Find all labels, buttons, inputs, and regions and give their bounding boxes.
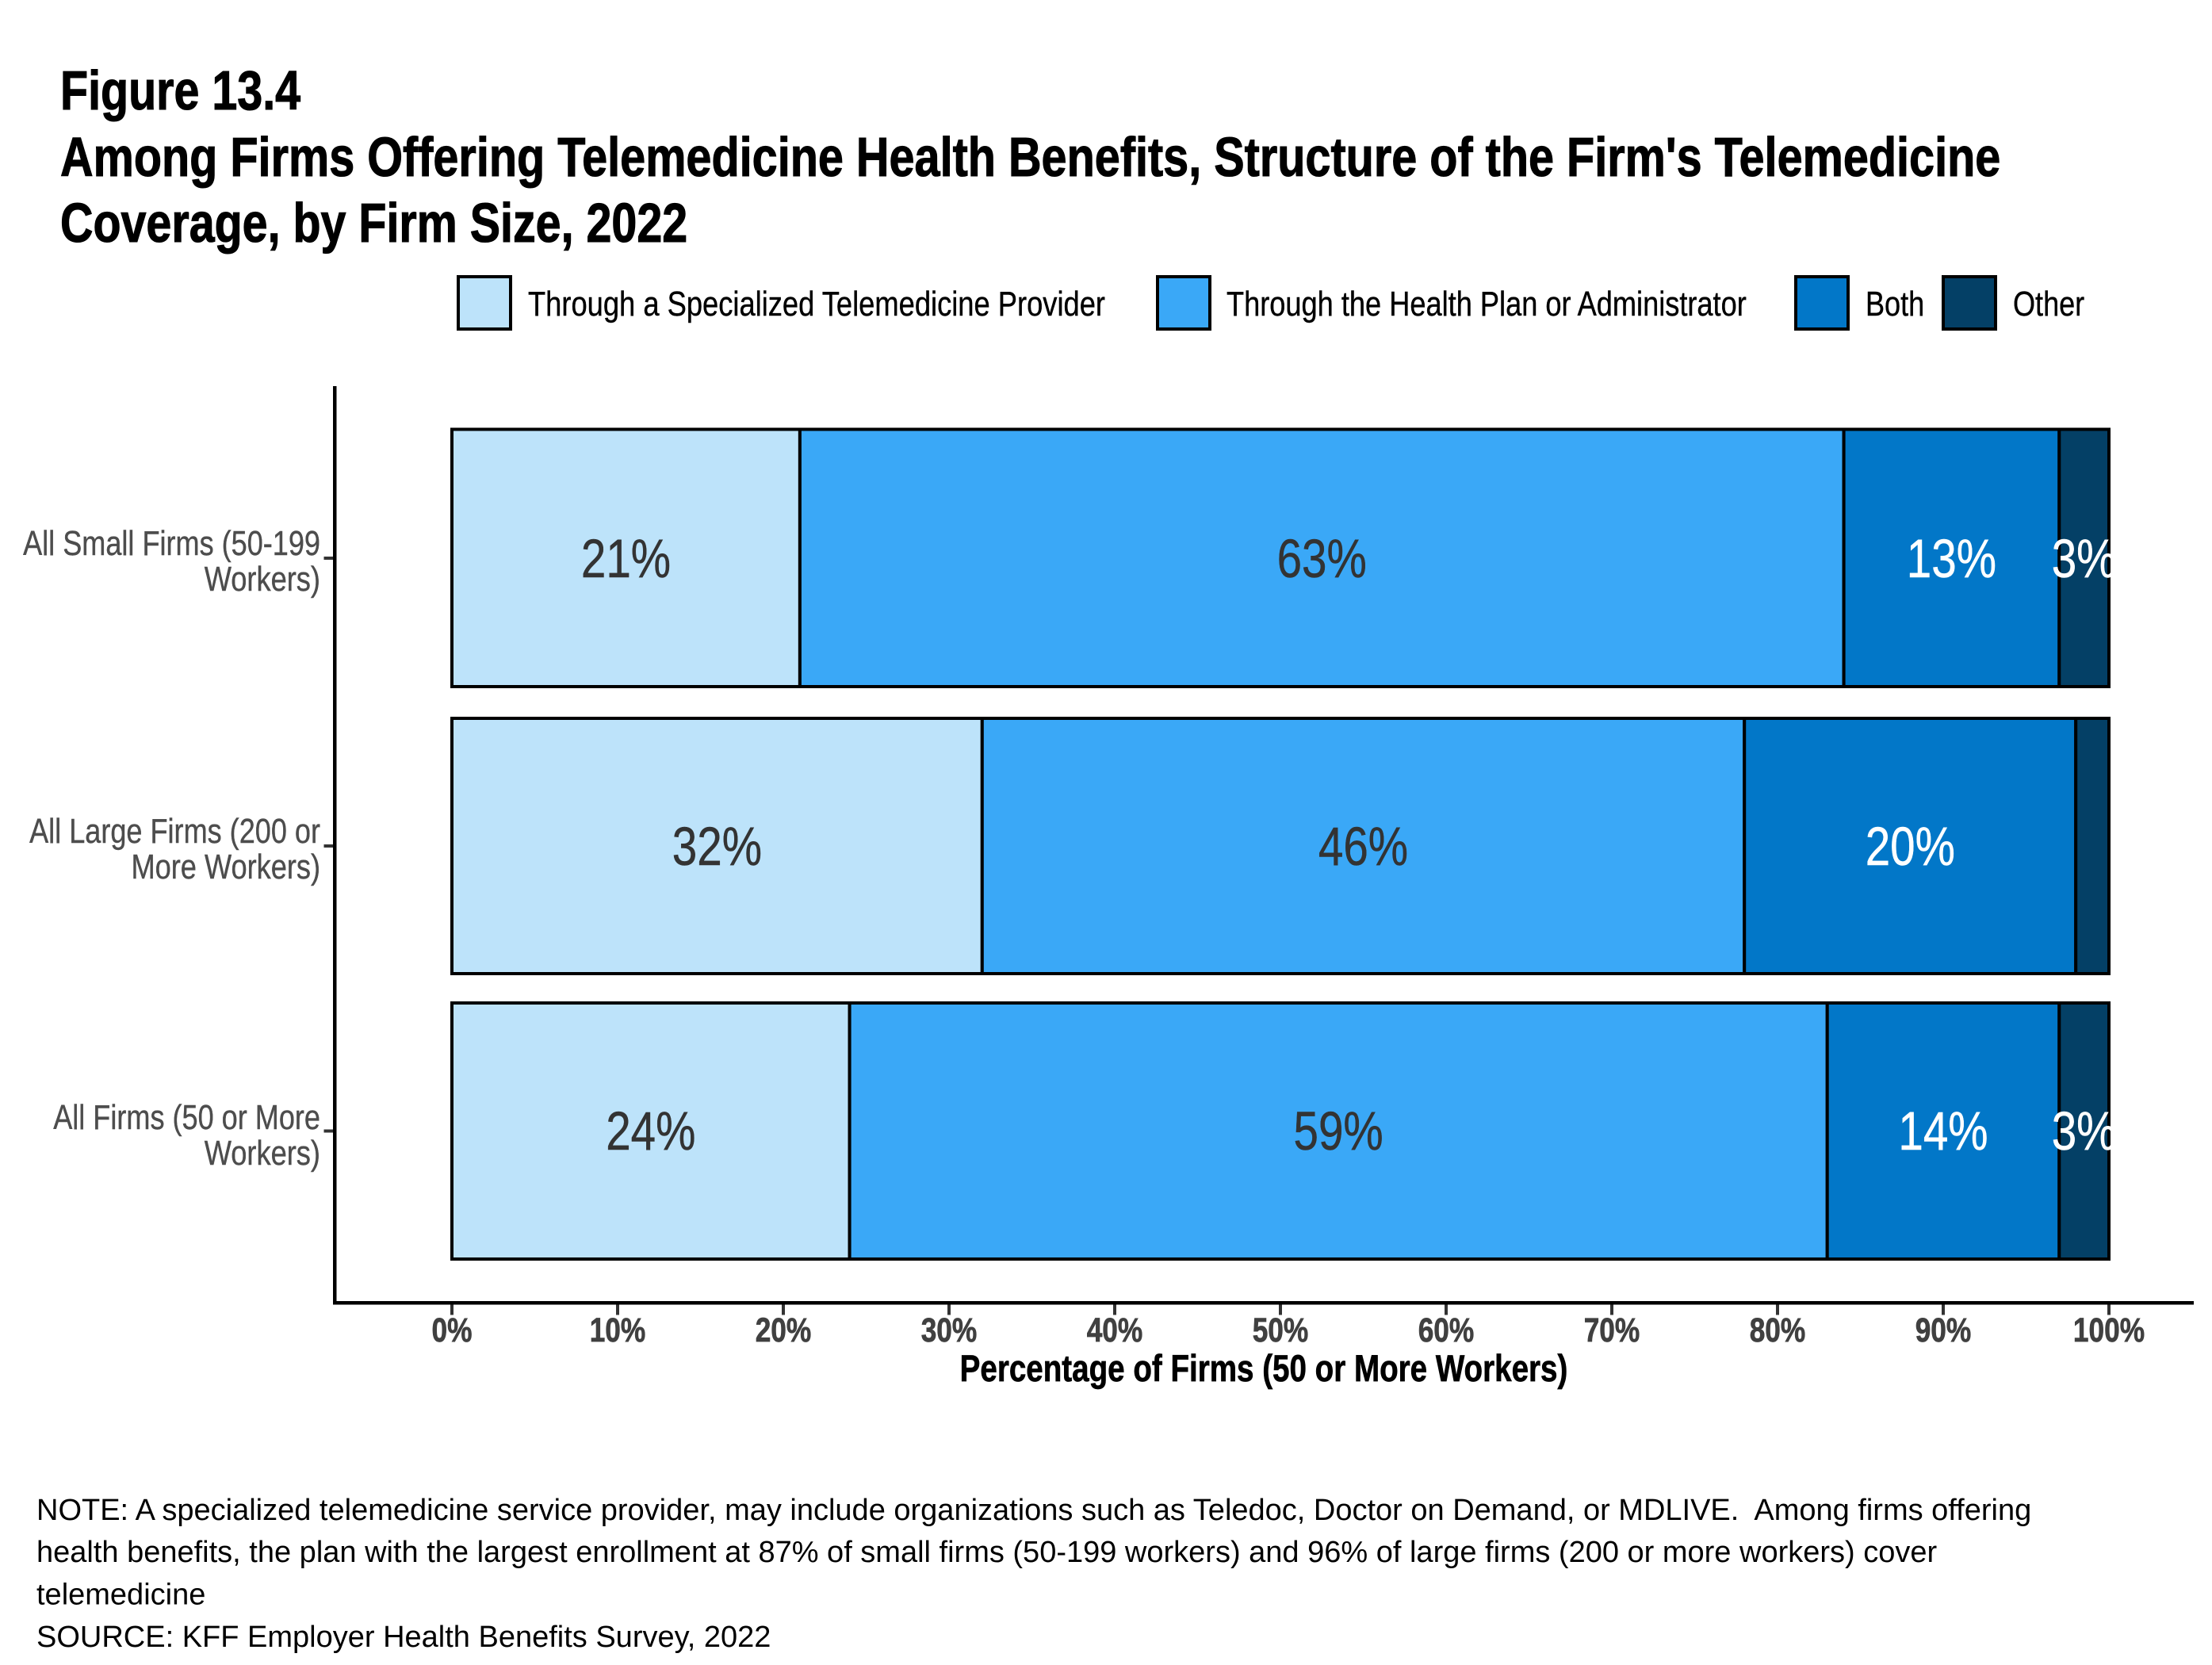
svg-text:63%: 63% bbox=[1277, 528, 1367, 589]
svg-text:SOURCE: KFF Employer Health Be: SOURCE: KFF Employer Health Benefits Sur… bbox=[36, 1621, 771, 1654]
svg-text:Workers): Workers) bbox=[205, 1134, 320, 1173]
svg-text:Through the Health Plan or Adm: Through the Health Plan or Administrator bbox=[1227, 285, 1747, 323]
svg-text:0%: 0% bbox=[432, 1311, 473, 1349]
svg-text:59%: 59% bbox=[1294, 1100, 1383, 1162]
svg-text:100%: 100% bbox=[2073, 1311, 2145, 1349]
svg-text:Other: Other bbox=[2013, 285, 2084, 323]
svg-text:24%: 24% bbox=[606, 1100, 695, 1162]
svg-text:Percentage of Firms (50 or Mor: Percentage of Firms (50 or More Workers) bbox=[960, 1347, 1568, 1389]
svg-text:90%: 90% bbox=[1915, 1311, 1972, 1349]
svg-text:Coverage, by Firm Size, 2022: Coverage, by Firm Size, 2022 bbox=[60, 192, 687, 254]
svg-text:NOTE: A specialized telemedici: NOTE: A specialized telemedicine service… bbox=[36, 1494, 2031, 1527]
svg-text:14%: 14% bbox=[1898, 1100, 1988, 1162]
svg-text:More Workers): More Workers) bbox=[132, 848, 321, 886]
svg-text:All Small Firms (50-199: All Small Firms (50-199 bbox=[23, 524, 320, 563]
svg-text:All Firms (50 or More: All Firms (50 or More bbox=[53, 1098, 320, 1137]
svg-text:13%: 13% bbox=[1907, 528, 1996, 589]
svg-text:80%: 80% bbox=[1750, 1311, 1806, 1349]
svg-text:46%: 46% bbox=[1318, 816, 1408, 877]
svg-text:Through a Specialized Telemedi: Through a Specialized Telemedicine Provi… bbox=[528, 285, 1105, 323]
svg-text:Workers): Workers) bbox=[205, 560, 320, 599]
svg-text:3%: 3% bbox=[2052, 1100, 2117, 1162]
svg-text:50%: 50% bbox=[1253, 1311, 1309, 1349]
svg-text:20%: 20% bbox=[1866, 816, 1955, 877]
svg-text:3%: 3% bbox=[2052, 528, 2117, 589]
svg-text:20%: 20% bbox=[756, 1311, 812, 1349]
svg-text:Figure 13.4: Figure 13.4 bbox=[60, 59, 300, 121]
svg-text:telemedicine: telemedicine bbox=[36, 1579, 205, 1612]
svg-text:Among Firms Offering Telemedic: Among Firms Offering Telemedicine Health… bbox=[60, 126, 2000, 188]
svg-text:70%: 70% bbox=[1584, 1311, 1640, 1349]
svg-text:32%: 32% bbox=[672, 816, 762, 877]
svg-text:60%: 60% bbox=[1418, 1311, 1475, 1349]
svg-text:All Large Firms (200 or: All Large Firms (200 or bbox=[29, 812, 320, 851]
svg-text:Both: Both bbox=[1866, 285, 1924, 323]
svg-text:21%: 21% bbox=[581, 528, 671, 589]
svg-text:40%: 40% bbox=[1087, 1311, 1143, 1349]
svg-text:30%: 30% bbox=[921, 1311, 978, 1349]
svg-text:health benefits, the plan with: health benefits, the plan with the large… bbox=[36, 1536, 1938, 1569]
svg-text:10%: 10% bbox=[590, 1311, 646, 1349]
